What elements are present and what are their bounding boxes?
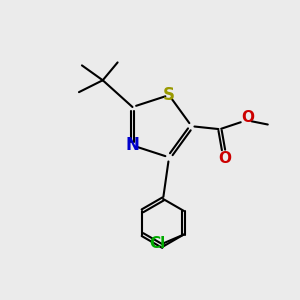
Text: Cl: Cl (149, 236, 165, 251)
Text: O: O (242, 110, 255, 125)
Text: N: N (125, 136, 140, 154)
Text: S: S (163, 86, 175, 104)
Text: O: O (218, 151, 231, 166)
